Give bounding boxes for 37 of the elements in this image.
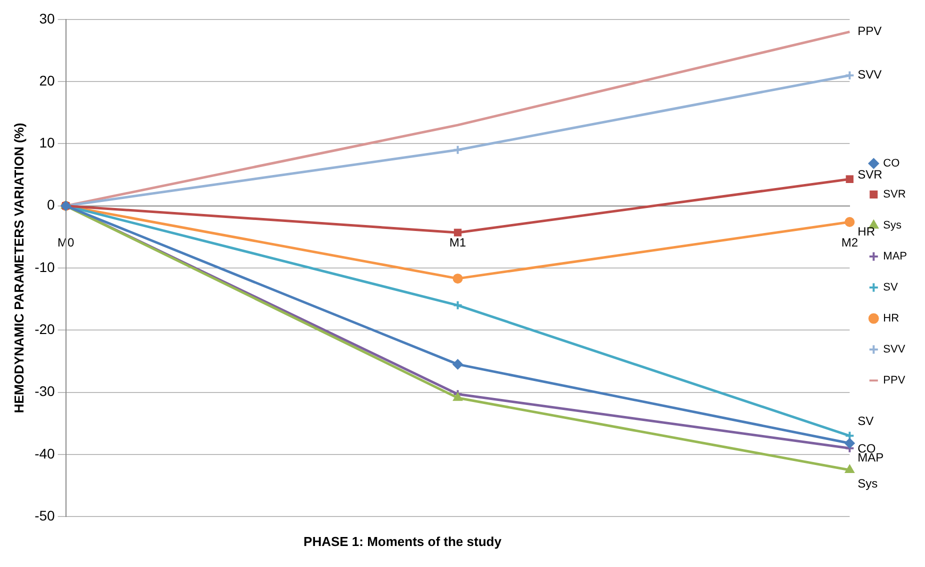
legend-label: MAP xyxy=(883,250,908,263)
y-tick-label: 30 xyxy=(39,10,56,26)
point xyxy=(452,359,463,370)
y-tick-label: -50 xyxy=(34,507,56,524)
text: SVR xyxy=(858,167,882,182)
y-tick-label: -30 xyxy=(34,383,56,400)
text: HR xyxy=(858,224,876,238)
point xyxy=(845,464,854,473)
point xyxy=(452,144,463,155)
x-axis-title: PHASE 1: Moments of the study xyxy=(302,534,502,549)
y-tick-label: -40 xyxy=(34,445,56,462)
point xyxy=(452,274,463,284)
text: PPV xyxy=(858,24,882,38)
y-tick-label: -10 xyxy=(34,258,56,275)
text: SVV xyxy=(858,68,882,82)
y-axis-title: HEMODYNAMIC PARAMETERS VARIATION (%) xyxy=(11,122,26,414)
point xyxy=(844,217,855,228)
y-tick-label: 10 xyxy=(39,134,56,151)
legend-label: SV xyxy=(883,282,898,294)
legend-label: PPV xyxy=(883,374,906,387)
legend-label: SVR xyxy=(883,188,906,201)
point xyxy=(452,300,463,310)
y-tick-label: 20 xyxy=(39,72,56,88)
x-tick-label: M1 xyxy=(449,235,466,250)
legend-label: CO xyxy=(883,158,900,170)
point xyxy=(846,175,854,183)
legend-label: HR xyxy=(883,312,900,325)
point xyxy=(844,438,855,448)
text: Sys xyxy=(858,476,878,490)
y-tick-label: 0 xyxy=(47,196,56,213)
y-tick-label: -20 xyxy=(34,321,56,338)
x-tick-label: M2 xyxy=(841,235,858,250)
point xyxy=(454,228,462,236)
point xyxy=(453,392,462,401)
text: SV xyxy=(858,414,874,428)
legend-label: SVV xyxy=(883,344,906,356)
legend-label: Sys xyxy=(883,220,902,232)
